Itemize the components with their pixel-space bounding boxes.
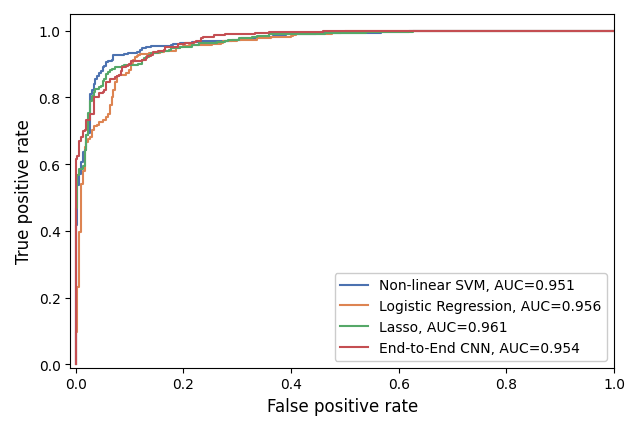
End-to-End CNN, AUC=0.954 <box>509 29 517 34</box>
Y-axis label: True positive rate: True positive rate <box>15 119 33 264</box>
End-to-End CNN, AUC=0.954 <box>610 29 618 34</box>
Lasso, AUC=0.961 <box>276 32 284 37</box>
Lasso, AUC=0.961 <box>509 29 517 34</box>
End-to-End CNN, AUC=0.954 <box>174 45 182 50</box>
End-to-End CNN, AUC=0.954 <box>72 362 79 367</box>
Lasso, AUC=0.961 <box>409 29 417 34</box>
End-to-End CNN, AUC=0.954 <box>386 29 394 34</box>
Legend: Non-linear SVM, AUC=0.951, Logistic Regression, AUC=0.956, Lasso, AUC=0.961, End: Non-linear SVM, AUC=0.951, Logistic Regr… <box>335 273 607 361</box>
Lasso, AUC=0.961 <box>610 29 618 34</box>
Logistic Regression, AUC=0.956 <box>176 46 184 51</box>
Logistic Regression, AUC=0.956 <box>509 29 517 34</box>
Non-linear SVM, AUC=0.951 <box>386 30 394 35</box>
Logistic Regression, AUC=0.956 <box>72 362 79 367</box>
End-to-End CNN, AUC=0.954 <box>273 30 280 35</box>
Non-linear SVM, AUC=0.951 <box>509 29 517 34</box>
Logistic Regression, AUC=0.956 <box>282 36 289 41</box>
Line: Lasso, AUC=0.961: Lasso, AUC=0.961 <box>76 32 614 365</box>
Logistic Regression, AUC=0.956 <box>81 157 88 162</box>
Logistic Regression, AUC=0.956 <box>341 29 349 34</box>
Lasso, AUC=0.961 <box>81 157 88 162</box>
Lasso, AUC=0.961 <box>138 60 146 65</box>
Logistic Regression, AUC=0.956 <box>131 55 139 61</box>
Lasso, AUC=0.961 <box>72 362 79 367</box>
Non-linear SVM, AUC=0.951 <box>79 156 86 161</box>
Line: Logistic Regression, AUC=0.956: Logistic Regression, AUC=0.956 <box>76 32 614 365</box>
X-axis label: False positive rate: False positive rate <box>266 397 418 415</box>
Non-linear SVM, AUC=0.951 <box>406 29 413 34</box>
Lasso, AUC=0.961 <box>176 46 184 51</box>
End-to-End CNN, AUC=0.954 <box>76 154 83 159</box>
Non-linear SVM, AUC=0.951 <box>170 42 178 47</box>
Line: End-to-End CNN, AUC=0.954: End-to-End CNN, AUC=0.954 <box>76 32 614 365</box>
End-to-End CNN, AUC=0.954 <box>319 29 327 34</box>
Non-linear SVM, AUC=0.951 <box>72 362 79 367</box>
Line: Non-linear SVM, AUC=0.951: Non-linear SVM, AUC=0.951 <box>76 32 614 365</box>
Logistic Regression, AUC=0.956 <box>610 29 618 34</box>
Lasso, AUC=0.961 <box>386 30 394 35</box>
Non-linear SVM, AUC=0.951 <box>610 29 618 34</box>
Non-linear SVM, AUC=0.951 <box>124 51 132 56</box>
Non-linear SVM, AUC=0.951 <box>278 34 286 39</box>
Logistic Regression, AUC=0.956 <box>386 29 394 34</box>
End-to-End CNN, AUC=0.954 <box>136 59 144 64</box>
